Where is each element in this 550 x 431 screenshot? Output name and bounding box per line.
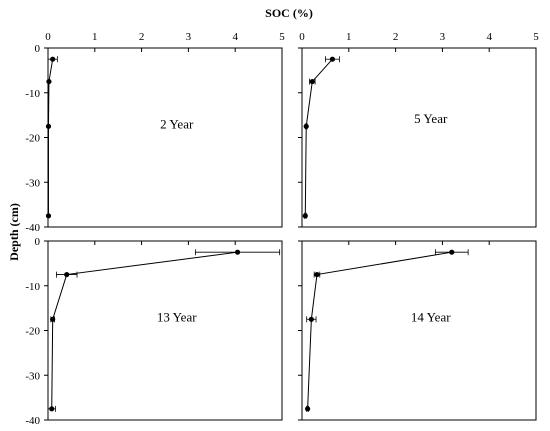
data-point xyxy=(234,249,241,255)
data-point xyxy=(329,56,336,62)
plot-frame xyxy=(301,240,537,421)
y-tick-label: -40 xyxy=(25,415,40,427)
x-tick-label: 3 xyxy=(440,31,446,43)
data-point xyxy=(46,78,52,85)
x-tick-label: 2 xyxy=(393,31,399,43)
x-tick-label: 2 xyxy=(139,31,145,43)
series-line xyxy=(304,58,333,216)
series-line xyxy=(51,251,238,409)
panel-3: 0 -10 -20 -30 -40 13 Year xyxy=(25,236,283,427)
data-point xyxy=(49,406,55,412)
y-tick-label: -20 xyxy=(25,326,40,338)
x-tick-label: 4 xyxy=(486,31,492,43)
x-tick-label: 0 xyxy=(45,31,51,43)
plot-frame xyxy=(47,47,283,228)
panel-2: 0 1 2 3 4 5 5 Year xyxy=(298,31,539,228)
y-tick-label: 0 xyxy=(35,236,41,248)
data-point xyxy=(309,78,315,85)
data-point xyxy=(449,249,455,255)
figure-title: SOC (%) xyxy=(265,6,313,20)
y-tick-label: 0 xyxy=(35,43,41,55)
panel-4: 14 Year xyxy=(298,240,537,421)
data-point xyxy=(50,56,56,62)
panel-label: 14 Year xyxy=(411,310,451,325)
x-tick-label: 1 xyxy=(92,31,98,43)
series-line xyxy=(47,59,54,216)
panels-container: 0 1 2 3 4 5 0 -10 -20 -30 -40 2 Year 0 1 2 3 4 5 5 Year 0 -1… xyxy=(25,31,539,427)
y-tick-label: -10 xyxy=(25,281,40,293)
y-tick-label: -30 xyxy=(25,370,40,382)
y-tick-label: -10 xyxy=(25,88,40,100)
x-tick-label: 0 xyxy=(299,31,305,43)
plot-frame xyxy=(301,47,537,228)
plot-frame xyxy=(47,240,283,421)
x-tick-label: 4 xyxy=(232,31,238,43)
y-tick-label: -20 xyxy=(25,133,40,145)
data-point xyxy=(303,123,309,129)
y-tick-label: -30 xyxy=(25,177,40,189)
x-tick-label: 5 xyxy=(533,31,539,43)
data-point xyxy=(308,316,314,322)
x-tick-label: 1 xyxy=(346,31,352,43)
panel-label: 5 Year xyxy=(414,111,448,126)
data-point xyxy=(45,213,52,219)
series-line xyxy=(307,251,452,409)
data-point xyxy=(45,123,52,129)
panel-label: 2 Year xyxy=(160,117,194,132)
data-point xyxy=(305,406,311,412)
panel-1: 0 1 2 3 4 5 0 -10 -20 -30 -40 2 Year xyxy=(25,31,285,234)
data-point xyxy=(314,271,320,278)
y-axis-label: Depth (cm) xyxy=(7,203,21,261)
y-tick-label: -40 xyxy=(25,222,40,234)
data-point xyxy=(302,213,308,219)
data-point xyxy=(50,316,56,322)
panel-label: 13 Year xyxy=(157,310,197,325)
x-tick-label: 3 xyxy=(186,31,192,43)
x-tick-label: 5 xyxy=(279,31,285,43)
data-point xyxy=(64,271,70,278)
